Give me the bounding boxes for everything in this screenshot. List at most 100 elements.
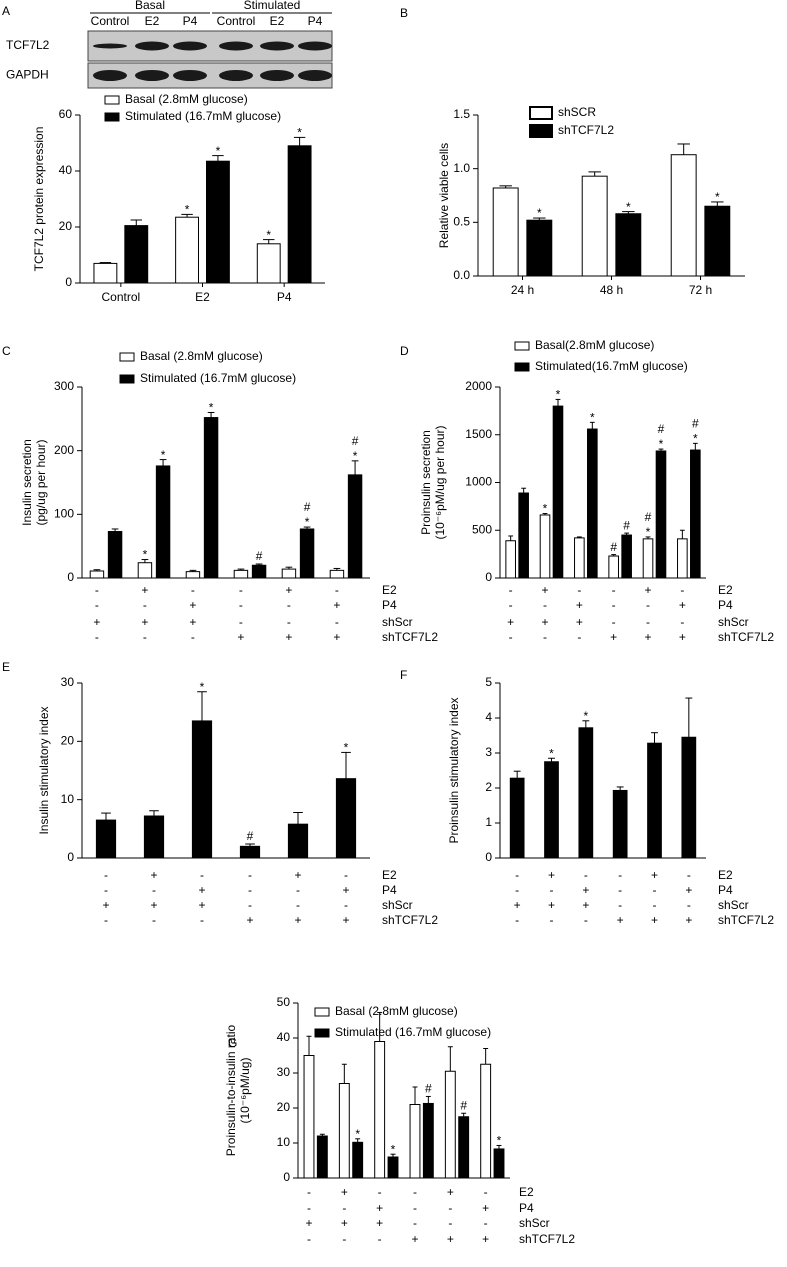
condition-sign: -	[248, 868, 252, 882]
condition-sign: -	[248, 898, 252, 912]
condition-label: E2	[718, 583, 733, 597]
legend-swatch	[514, 362, 530, 372]
significance-mark: #	[304, 500, 311, 514]
blot-lane-label: E2	[270, 14, 285, 28]
condition-sign: +	[685, 913, 692, 927]
bar	[89, 570, 105, 579]
blot-band	[173, 70, 207, 81]
condition-sign: -	[143, 630, 147, 644]
y-tick-label: 100	[54, 507, 74, 521]
significance-mark: *	[297, 126, 302, 140]
condition-sign: +	[514, 898, 521, 912]
condition-sign: -	[104, 913, 108, 927]
significance-mark: *	[556, 388, 561, 402]
condition-sign: -	[378, 1185, 382, 1199]
condition-label: shTCF7L2	[718, 630, 774, 644]
condition-sign: -	[307, 1201, 311, 1215]
blot-group-label: Basal	[135, 0, 165, 12]
condition-sign: -	[152, 913, 156, 927]
bar	[655, 450, 667, 579]
condition-sign: +	[645, 583, 652, 597]
condition-sign: -	[287, 615, 291, 629]
condition-label: shScr	[382, 898, 413, 912]
significance-mark: #	[692, 417, 699, 431]
bar	[287, 145, 312, 284]
blot-band	[93, 70, 127, 81]
bar	[352, 1141, 364, 1179]
legend-label: Basal (2.8mM glucose)	[335, 1004, 458, 1018]
significance-mark: #	[256, 549, 263, 563]
significance-mark: *	[391, 1142, 396, 1156]
significance-mark: *	[143, 548, 148, 562]
condition-sign: -	[191, 583, 195, 597]
condition-sign: -	[413, 1185, 417, 1199]
condition-sign: +	[548, 898, 555, 912]
panel-letter: F	[400, 668, 407, 682]
y-tick-label: 1500	[465, 427, 492, 441]
condition-sign: -	[484, 1185, 488, 1199]
y-axis-label: (10⁻⁶pM/ug per hour)	[433, 426, 447, 540]
bar	[316, 1135, 328, 1179]
condition-sign: +	[576, 615, 583, 629]
bar	[681, 736, 697, 859]
blot-band	[298, 41, 332, 51]
y-tick-label: 0	[67, 570, 74, 584]
y-tick-label: 1.0	[453, 161, 470, 175]
condition-sign: -	[152, 883, 156, 897]
significance-mark: *	[693, 432, 698, 446]
condition-label: P4	[718, 883, 733, 897]
blot-band	[173, 41, 207, 51]
bar	[615, 213, 642, 277]
bar	[642, 538, 654, 579]
condition-sign: -	[687, 868, 691, 882]
significance-mark: *	[344, 741, 349, 755]
y-tick-label: 60	[59, 107, 73, 121]
condition-sign: +	[305, 1216, 312, 1230]
condition-sign: +	[679, 598, 686, 612]
condition-sign: -	[584, 913, 588, 927]
bar	[95, 819, 117, 859]
panel-letter: B	[400, 6, 408, 20]
y-tick-label: 300	[54, 379, 74, 393]
legend-label: Stimulated (16.7mM glucose)	[335, 1025, 491, 1039]
condition-label: shTCF7L2	[519, 1232, 575, 1246]
bar	[137, 562, 153, 579]
legend-swatch	[119, 374, 135, 384]
legend-label: shTCF7L2	[558, 123, 614, 137]
condition-sign: +	[285, 583, 292, 597]
condition-sign: +	[141, 583, 148, 597]
condition-label: E2	[382, 868, 397, 882]
y-tick-label: 0	[67, 850, 74, 864]
legend-label: Stimulated(16.7mM glucose)	[535, 359, 688, 373]
condition-sign: -	[413, 1201, 417, 1215]
condition-sign: -	[104, 868, 108, 882]
x-tick-label: 24 h	[511, 283, 534, 297]
bar	[647, 742, 662, 859]
condition-sign: -	[296, 898, 300, 912]
significance-mark: *	[200, 680, 205, 694]
significance-mark: *	[355, 1127, 360, 1141]
y-tick-label: 4	[485, 710, 492, 724]
bar	[281, 568, 297, 579]
y-tick-label: 2	[485, 780, 492, 794]
significance-mark: *	[537, 206, 542, 220]
blot-band	[298, 70, 332, 81]
condition-sign: -	[584, 868, 588, 882]
condition-label: shTCF7L2	[382, 913, 438, 927]
bar	[107, 531, 123, 579]
bar	[612, 789, 628, 859]
y-tick-label: 20	[61, 734, 75, 748]
condition-sign: +	[685, 883, 692, 897]
significance-mark: *	[497, 1134, 502, 1148]
bar	[492, 187, 519, 277]
bar	[677, 538, 688, 579]
y-tick-label: 0.0	[453, 268, 470, 282]
legend-swatch	[529, 124, 553, 138]
legend-swatch	[514, 341, 530, 351]
legend-swatch	[119, 352, 135, 362]
condition-sign: +	[447, 1185, 454, 1199]
y-tick-label: 50	[277, 995, 291, 1009]
condition-label: shTCF7L2	[382, 630, 438, 644]
condition-sign: +	[237, 630, 244, 644]
